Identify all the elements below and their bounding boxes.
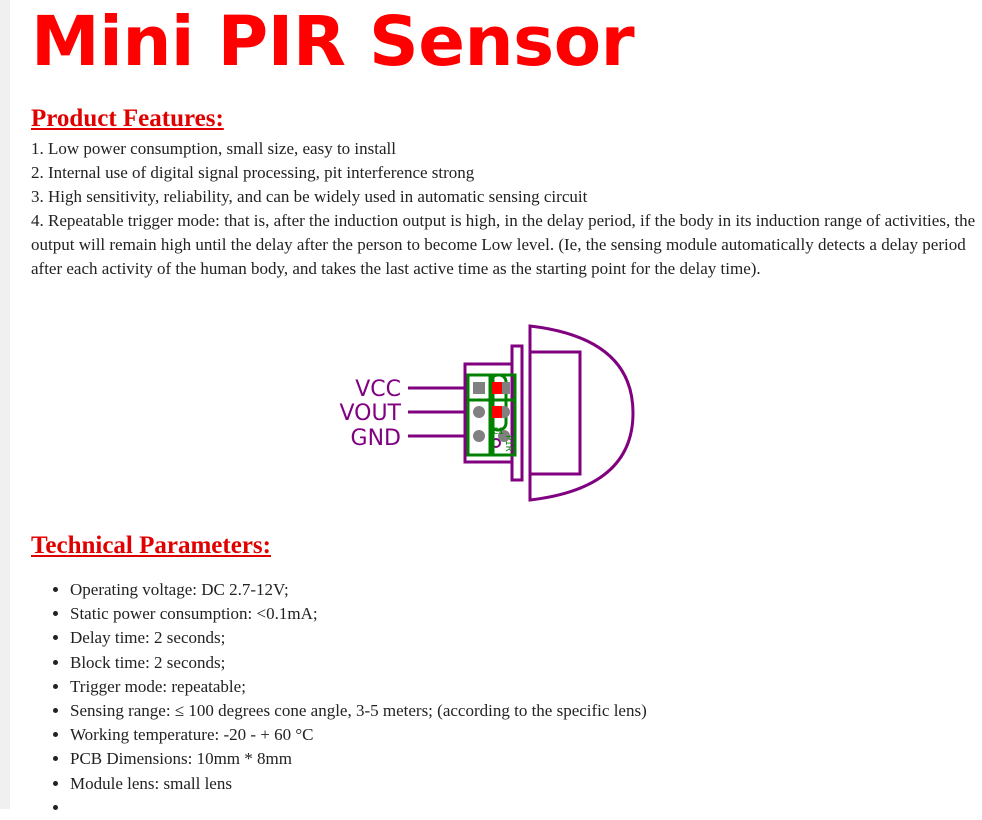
c1-label: C1 (493, 427, 504, 437)
parameter-item: Delay time: 2 seconds; (70, 626, 647, 650)
left-margin-strip (0, 0, 10, 809)
pin-label-gnd: GND (351, 426, 401, 451)
vout-pad (473, 406, 485, 418)
features-heading: Product Features: (31, 105, 224, 132)
vcc-pad (473, 382, 485, 394)
feature-item: 1. Low power consumption, small size, ea… (31, 139, 396, 158)
pin-label-vcc: VCC (355, 377, 401, 402)
pir-label: PIR (503, 435, 513, 452)
parameter-item: Sensing range: ≤ 100 degrees cone angle,… (70, 699, 647, 723)
lens-body (528, 350, 582, 476)
parameter-item: Working temperature: -20 - + 60 °C (70, 723, 647, 747)
pin-label-vout: VOUT (339, 401, 401, 426)
parameter-item: Trigger mode: repeatable; (70, 675, 647, 699)
parameter-item: PCB Dimensions: 10mm * 8mm (70, 747, 647, 771)
feature-item: 2. Internal use of digital signal proces… (31, 163, 475, 182)
right-pad-3 (498, 430, 510, 442)
c1-pad-bottom (492, 406, 502, 418)
parameters-heading: Technical Parameters: (31, 532, 271, 559)
lens-dome (528, 324, 635, 502)
features-list: 1. Low power consumption, small size, ea… (31, 137, 976, 281)
parameter-item: Module lens: small lens (70, 772, 647, 796)
parameter-item: Operating voltage: DC 2.7-12V; (70, 578, 647, 602)
pir-pinout-diagram: VCC VOUT GND C1 PIR (339, 324, 635, 502)
feature-item: 3. High sensitivity, reliability, and ca… (31, 187, 588, 206)
feature-item: 4. Repeatable trigger mode: that is, aft… (31, 211, 976, 278)
parameter-item: Static power consumption: <0.1mA; (70, 602, 647, 626)
c1-pad-top (492, 382, 502, 394)
parameter-item-empty (70, 796, 647, 820)
parameters-list: Operating voltage: DC 2.7-12V; Static po… (31, 578, 647, 820)
parameter-item: Block time: 2 seconds; (70, 651, 647, 675)
gnd-pad (473, 430, 485, 442)
page-title: Mini PIR Sensor (31, 2, 635, 82)
c1-outline (489, 373, 508, 432)
